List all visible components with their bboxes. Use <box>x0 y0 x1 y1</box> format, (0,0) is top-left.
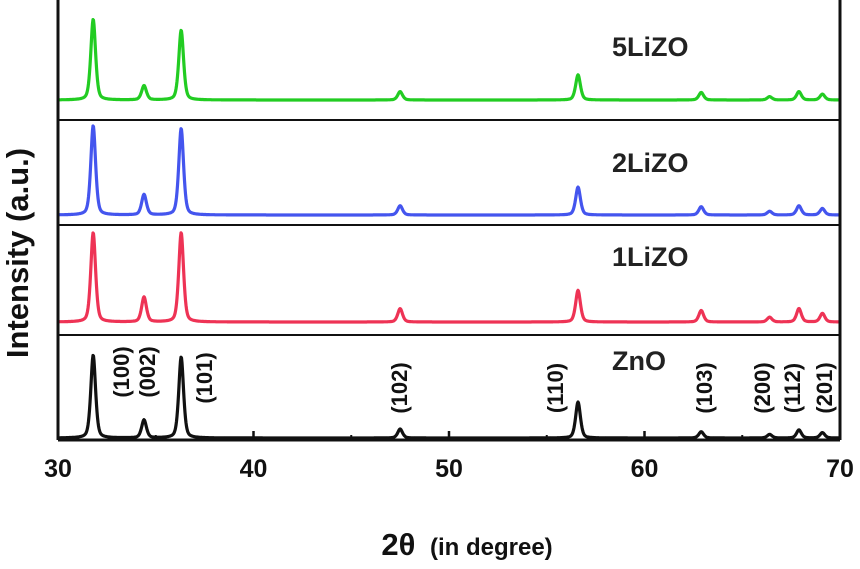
peak-label: (100) <box>109 346 134 397</box>
series-line-zno <box>56 353 842 440</box>
label-layer: 5LiZO 2LiZO 1LiZO ZnO (100) (002) (101) (102) (1… <box>109 32 837 414</box>
peak-label: (200) <box>750 362 775 413</box>
x-tick-label: 60 <box>631 455 659 483</box>
y-axis-title: Intensity (a.u.) <box>0 148 35 358</box>
x-tick-label: 70 <box>826 455 854 483</box>
peak-label: (002) <box>135 346 160 397</box>
x-axis-title-unit: (in degree) <box>430 534 553 561</box>
peak-label: (201) <box>812 362 837 413</box>
series-line-5lizo <box>56 18 842 102</box>
peak-label: (112) <box>780 363 805 413</box>
series-label-1lizo: 1LiZO <box>612 242 689 272</box>
axis-layer: 30 40 50 60 70 <box>44 0 854 483</box>
x-tick-label: 40 <box>240 455 268 483</box>
x-axis-title: 2θ (in degree) <box>381 527 552 562</box>
peak-label: (103) <box>692 362 717 413</box>
series-label-2lizo: 2LiZO <box>612 148 689 178</box>
x-tick-label: 50 <box>435 455 463 483</box>
peak-label: (101) <box>192 352 217 403</box>
series-line-1lizo <box>56 231 842 324</box>
x-axis-title-main: 2θ <box>381 527 415 562</box>
series-label-zno: ZnO <box>612 346 666 376</box>
peak-label: (110) <box>543 363 568 413</box>
series-label-5lizo: 5LiZO <box>612 32 689 62</box>
x-tick-label: 30 <box>44 455 72 483</box>
series-line-2lizo <box>56 124 842 217</box>
peak-label: (102) <box>387 362 412 413</box>
series-layer <box>56 18 842 440</box>
